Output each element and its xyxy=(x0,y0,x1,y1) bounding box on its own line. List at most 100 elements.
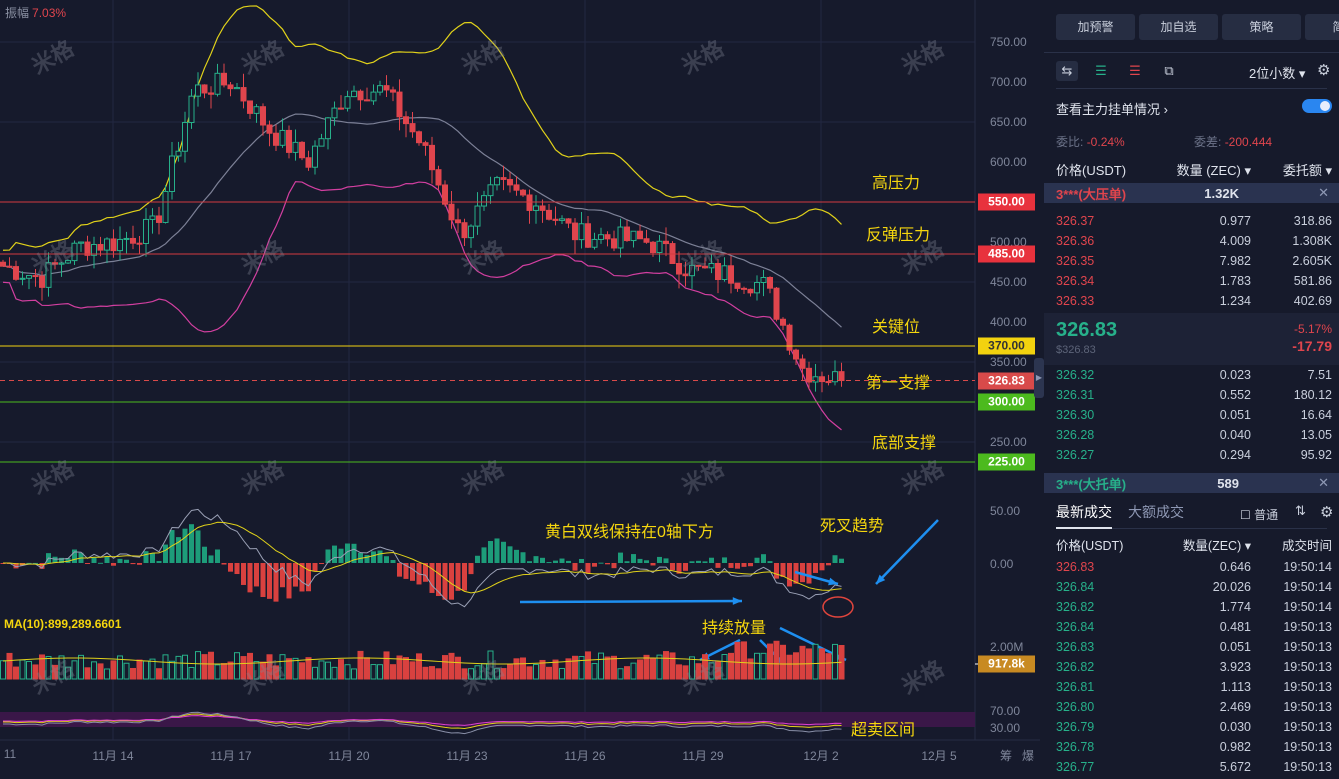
macd-bar xyxy=(124,559,129,563)
candle-body xyxy=(689,264,695,277)
book-asks-icon[interactable]: ☰ xyxy=(1129,63,1141,78)
macd-bar xyxy=(351,543,357,563)
bid-row[interactable]: 326.28 0.040 13.05 xyxy=(1056,425,1332,445)
trade-row[interactable]: 326.77 5.672 19:50:13 xyxy=(1056,757,1332,777)
macd-bar xyxy=(520,552,526,563)
quantity: 1.774 xyxy=(1219,600,1251,614)
macd-bar xyxy=(13,563,19,569)
overview-button[interactable]: 简况 xyxy=(1305,14,1339,40)
time: 19:50:13 xyxy=(1283,620,1332,634)
macd-bar xyxy=(767,561,773,563)
candle-body xyxy=(253,106,260,114)
sort-icon[interactable]: ⇅ xyxy=(1295,503,1306,518)
macd-bar xyxy=(143,551,149,563)
close-icon[interactable]: ✕ xyxy=(1318,475,1329,490)
volume-bar xyxy=(299,662,305,680)
candle-body xyxy=(773,287,780,320)
ask-row[interactable]: 326.35 7.982 2.605K xyxy=(1056,251,1332,271)
main-orders-toggle[interactable] xyxy=(1302,99,1332,113)
bid-row[interactable]: 326.27 0.294 95.92 xyxy=(1056,445,1332,465)
quantity: 0.023 xyxy=(1219,368,1251,382)
quantity: 1.783 xyxy=(1219,274,1251,288)
book-popout-icon[interactable]: ⧉ xyxy=(1164,63,1174,78)
time: 19:50:13 xyxy=(1283,660,1332,674)
trade-row[interactable]: 326.83 0.646 19:50:14 xyxy=(1056,557,1332,577)
volume-bar xyxy=(513,658,520,680)
macd-bar xyxy=(676,563,682,574)
bid-row[interactable]: 326.32 0.023 7.51 xyxy=(1056,365,1332,385)
macd-bar xyxy=(455,563,461,591)
level-annotation: 第一支撑 xyxy=(866,374,931,392)
chip-button[interactable]: 筹 xyxy=(999,749,1013,763)
oversold-annotation: 超卖区间 xyxy=(851,722,916,739)
trade-row[interactable]: 326.78 0.982 19:50:13 xyxy=(1056,737,1332,757)
ask-wall-bar[interactable]: 3***(大压单) 1.32K ✕ xyxy=(1044,183,1339,203)
macd-bar xyxy=(377,550,383,563)
candle-body xyxy=(156,215,162,223)
kline-chart[interactable]: 振幅 7.03% 750.00 700.00 650.00 600.00 500.00 45… xyxy=(0,0,1044,779)
qty-sort[interactable]: 数量 (ZEC) ▾ xyxy=(1176,162,1251,178)
close-icon[interactable]: ✕ xyxy=(1318,185,1329,200)
add-watchlist-button[interactable]: 加自选 xyxy=(1139,14,1218,40)
trade-qty-sort[interactable]: 数量(ZEC) ▾ xyxy=(1182,538,1251,553)
level-price-tag: 300.00 xyxy=(978,393,1035,411)
trade-row[interactable]: 326.82 3.923 19:50:13 xyxy=(1056,657,1332,677)
candle-body xyxy=(39,275,45,288)
ask-row[interactable]: 326.34 1.783 581.86 xyxy=(1056,271,1332,291)
bid-diff: 委差: -200.444 xyxy=(1194,135,1273,149)
ask-row[interactable]: 326.37 0.977 318.86 xyxy=(1056,211,1332,231)
trade-row[interactable]: 326.84 0.481 19:50:13 xyxy=(1056,617,1332,637)
bid-wall-bar[interactable]: 3***(大托单) 589 ✕ xyxy=(1044,473,1339,493)
volume-bar xyxy=(617,668,624,680)
liquidation-button[interactable]: 爆 xyxy=(1021,749,1035,763)
volume-bar xyxy=(773,640,780,680)
bid-row[interactable]: 326.31 0.552 180.12 xyxy=(1056,385,1332,405)
macd-bar xyxy=(26,562,32,564)
trades-settings-icon[interactable]: ⚙ xyxy=(1320,504,1334,521)
macd-bar xyxy=(280,563,285,588)
quantity: 0.051 xyxy=(1219,408,1251,422)
volume-bar xyxy=(214,664,221,680)
strategy-button[interactable]: 策略 xyxy=(1222,14,1301,40)
chart-canvas[interactable] xyxy=(0,0,1040,779)
volume-bar xyxy=(409,661,416,680)
volume-bar xyxy=(71,660,78,680)
trade-row[interactable]: 326.81 1.113 19:50:13 xyxy=(1056,677,1332,697)
price: 326.34 xyxy=(1056,274,1095,288)
ask-row[interactable]: 326.33 1.234 402.69 xyxy=(1056,291,1332,311)
macd-bar xyxy=(228,563,233,572)
bid-row[interactable]: 326.30 0.051 16.64 xyxy=(1056,405,1332,425)
book-bids-icon[interactable]: ☰ xyxy=(1095,63,1107,78)
trade-row[interactable]: 326.80 2.469 19:50:13 xyxy=(1056,697,1332,717)
price: 326.36 xyxy=(1056,234,1095,248)
trade-row[interactable]: 326.82 1.774 19:50:14 xyxy=(1056,597,1332,617)
trade-row[interactable]: 326.83 0.051 19:50:13 xyxy=(1056,637,1332,657)
trade-row[interactable]: 326.84 20.026 19:50:14 xyxy=(1056,577,1332,597)
book-both-icon[interactable]: ⇆ xyxy=(1056,61,1078,81)
volume-bar xyxy=(52,664,58,680)
main-orders-link[interactable]: 查看主力挂单情况 › xyxy=(1056,102,1168,117)
tab-large-trades[interactable]: 大额成交 xyxy=(1128,504,1184,520)
amplitude-readout: 振幅 7.03% xyxy=(5,6,67,20)
volume-bar xyxy=(546,666,552,680)
settings-icon[interactable]: ⚙ xyxy=(1317,62,1331,79)
volume-bar xyxy=(130,667,136,680)
trade-row[interactable]: 326.79 0.030 19:50:13 xyxy=(1056,717,1332,737)
ask-row[interactable]: 326.36 4.009 1.308K xyxy=(1056,231,1332,251)
volume-bar xyxy=(728,652,734,680)
volume-bar xyxy=(695,663,702,680)
death-cross-circle xyxy=(822,596,854,618)
collapse-panel-handle[interactable]: ▶ xyxy=(1034,358,1044,398)
volume-bar xyxy=(767,643,773,680)
macd-bar xyxy=(130,563,136,565)
candle-body xyxy=(84,241,91,256)
normal-checkbox[interactable]: ☐ 普通 xyxy=(1240,508,1279,522)
amount-sort[interactable]: 委托额 ▾ xyxy=(1282,162,1332,178)
decimal-select[interactable]: 2位小数 ▾ xyxy=(1249,66,1306,81)
candle-body xyxy=(422,142,429,146)
candle-body xyxy=(312,145,318,168)
quantity: 0.977 xyxy=(1219,214,1251,228)
macd-bar xyxy=(247,563,253,593)
add-alert-button[interactable]: 加预警 xyxy=(1056,14,1135,40)
tab-latest-trades[interactable]: 最新成交 xyxy=(1056,504,1112,520)
